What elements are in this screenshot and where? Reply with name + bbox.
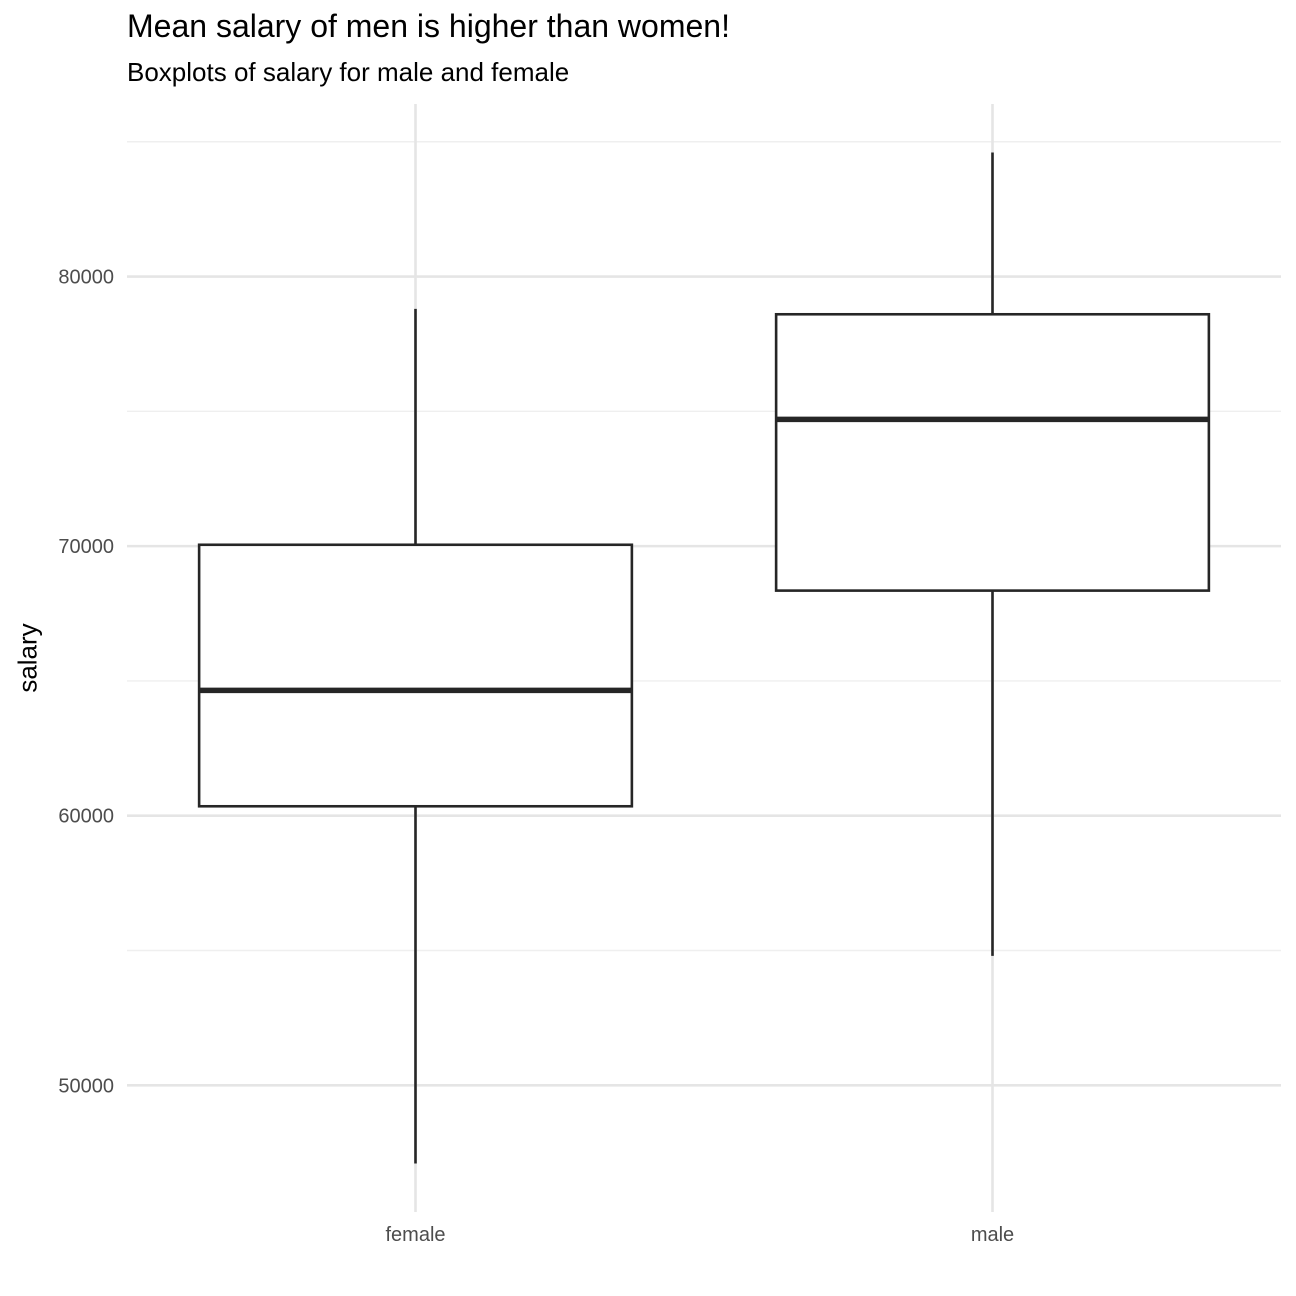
- tick-layer: 50000 60000 70000 80000 female male: [58, 267, 1014, 1246]
- box-female: [197, 308, 634, 1164]
- box-layer: [197, 152, 1211, 1164]
- box-male: [774, 152, 1211, 956]
- box-iqr: [774, 312, 1211, 592]
- chart-subtitle: Boxplots of salary for male and female: [127, 57, 570, 87]
- y-tick-label: 70000: [58, 536, 114, 558]
- chart-title: Mean salary of men is higher than women!: [127, 8, 730, 44]
- box-iqr: [197, 543, 634, 808]
- y-tick-label: 50000: [58, 1075, 114, 1097]
- y-tick-label: 80000: [58, 267, 114, 289]
- x-tick-label: female: [385, 1224, 445, 1246]
- y-tick-label: 60000: [58, 806, 114, 828]
- x-tick-label: male: [971, 1224, 1014, 1246]
